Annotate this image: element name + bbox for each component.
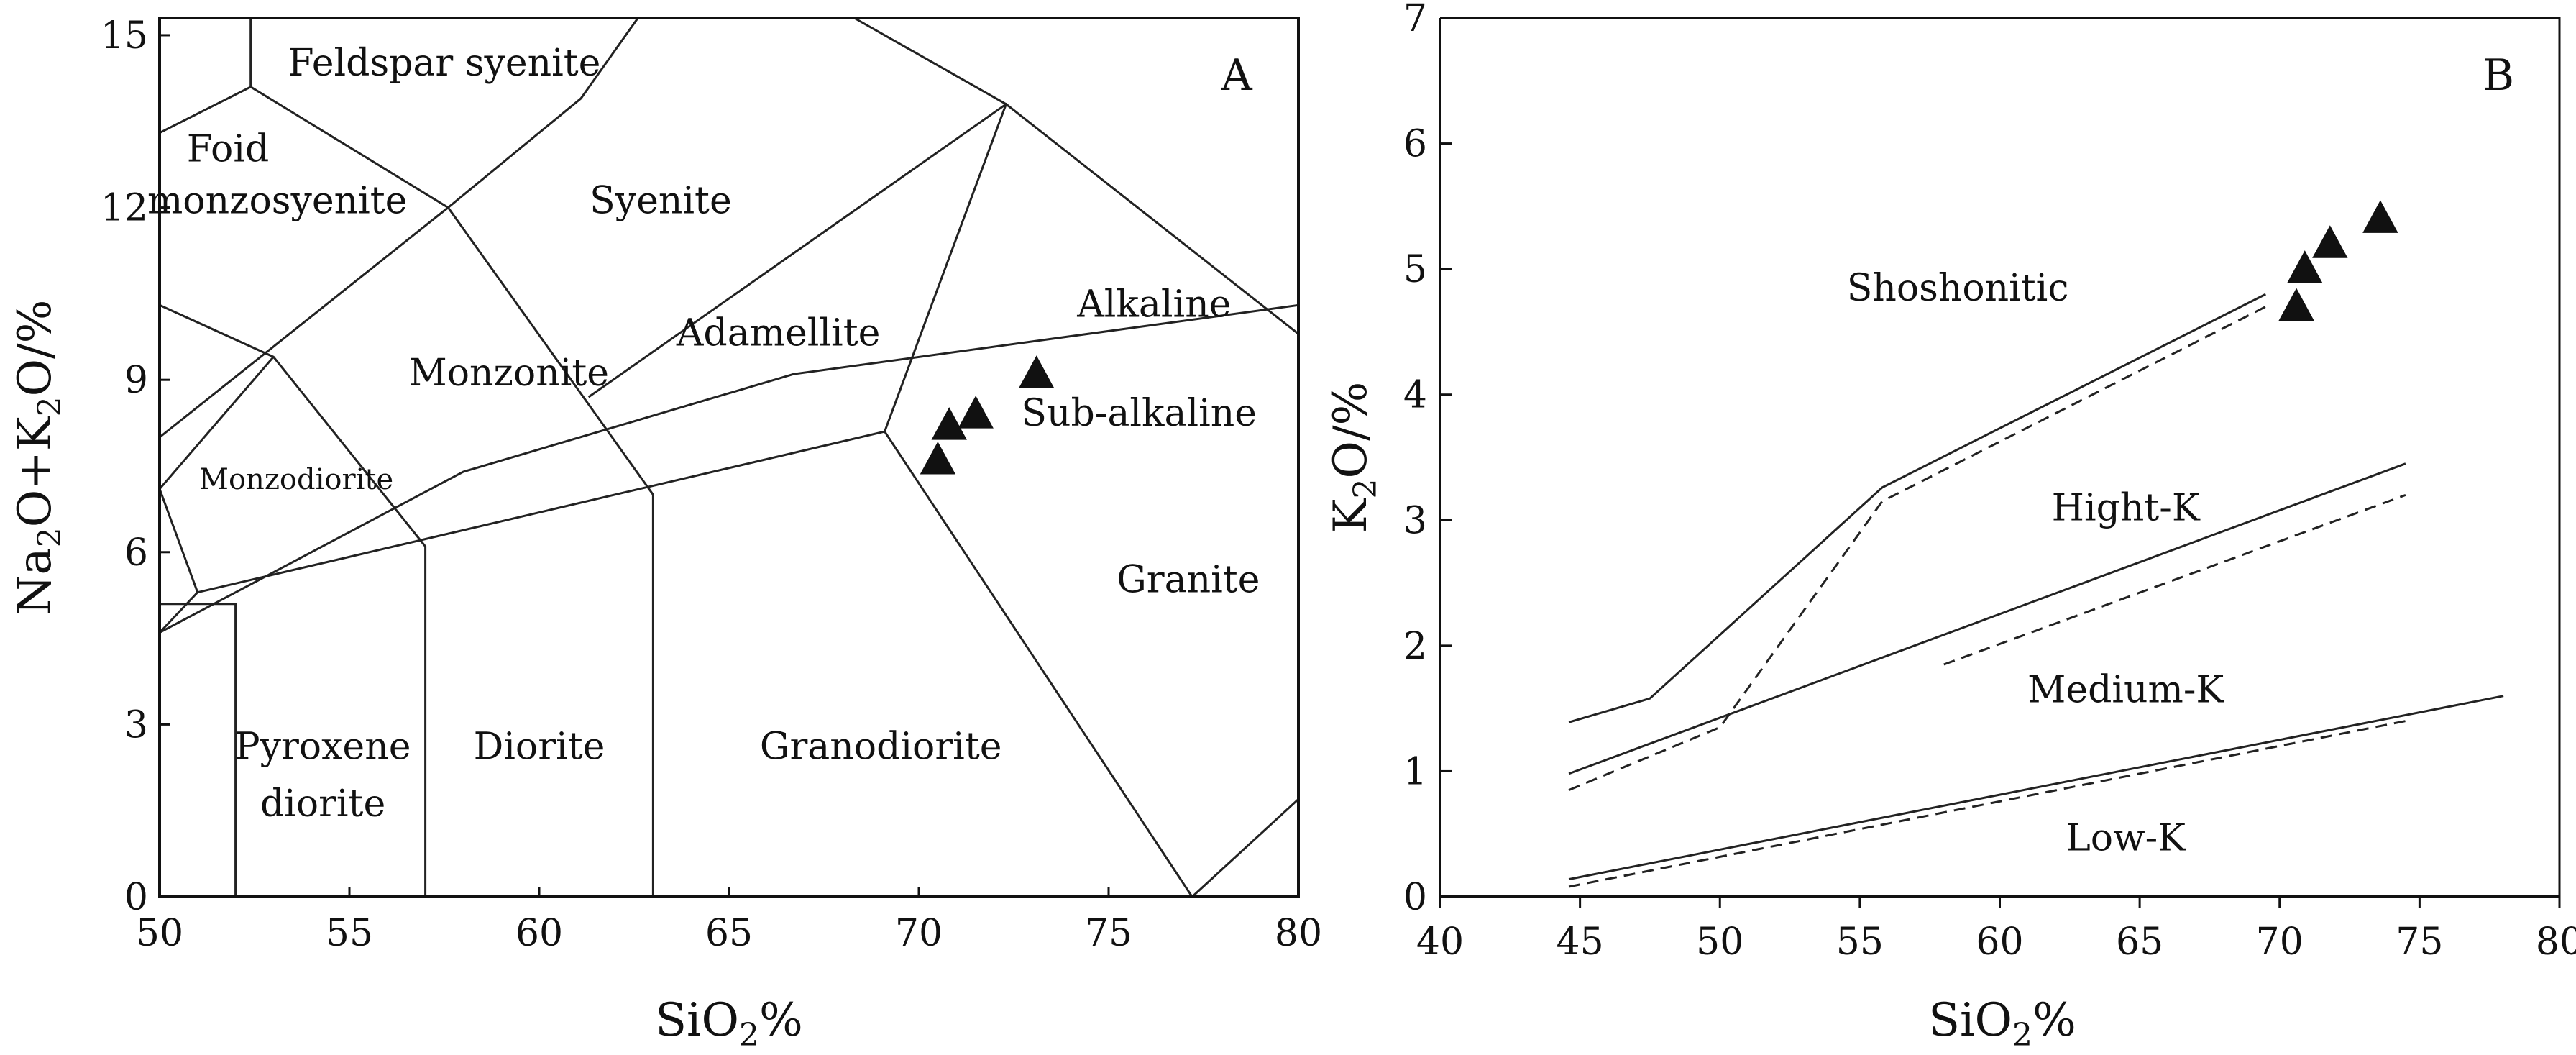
panel-a-sample-point (958, 396, 994, 429)
panel-b-x-axis-label: SiO2​% (1928, 994, 2076, 1054)
panel-a-field-label: Monzonite (408, 352, 609, 395)
panel-a-field-label: Diorite (474, 725, 605, 768)
panel-b-x-tick-label: 65 (2116, 921, 2163, 964)
panel-b-x-tick-label: 55 (1836, 921, 1884, 964)
panel-a-field-label: diorite (260, 782, 385, 826)
panel-b-x-tick-label: 80 (2536, 921, 2576, 964)
panel-b-x-tick-label: 60 (1976, 921, 2023, 964)
panel-a-field-label: Granite (1117, 559, 1260, 602)
panel-a-sample-points (920, 355, 1055, 475)
panel-a-x-tick-label: 55 (326, 912, 373, 955)
panel-a-x-tick-label: 50 (136, 912, 183, 955)
panel-a-y-tick-label: 6 (124, 531, 148, 575)
panel-a-field-label: Sub-alkaline (1021, 392, 1257, 435)
panel-b-sample-points (2278, 200, 2398, 321)
panel-a-tas-diagram: Feldspar syenite Foid monzosyenite Syenite A… (9, 14, 1322, 1054)
panel-a-boundary-line (197, 430, 1193, 898)
panel-a-letter: A (1220, 50, 1252, 101)
panel-a-x-tick-label: 65 (705, 912, 753, 955)
panel-b-field-label: Medium-K (2027, 668, 2224, 711)
panel-a-x-tick-label: 75 (1085, 912, 1132, 955)
panel-a-x-tick-label: 80 (1275, 912, 1322, 955)
panel-b-axes (1439, 18, 2559, 898)
panel-b-frame (1440, 17, 2561, 897)
panel-b-sample-point (2312, 225, 2348, 258)
panel-a-boundary-line (853, 17, 1007, 106)
panel-a-y-tick-label: 12 (101, 187, 148, 230)
panel-b-field-label: Low-K (2066, 816, 2186, 859)
panel-b-x-tick-label: 40 (1416, 921, 1464, 964)
panel-a-y-tick-label: 15 (101, 14, 148, 58)
panel-a-boundary-line (160, 603, 237, 897)
panel-b-letter: B (2483, 50, 2514, 101)
panel-b-dashed-boundary-line (1568, 306, 2266, 791)
panel-a-boundary-line (447, 206, 654, 897)
panel-b-y-tick-label: 6 (1403, 123, 1427, 166)
panel-a-sample-point (920, 441, 956, 475)
panel-a-field-label: Granodiorite (760, 725, 1002, 768)
panel-b-solid-boundary-line (1568, 293, 2266, 723)
panel-b-y-axis-label: K2​O/% (1324, 382, 1384, 534)
panel-a-x-axis-label: SiO2​% (655, 994, 803, 1054)
panel-a-field-label: Syenite (590, 180, 732, 223)
panel-b-solid-boundary-line (1568, 462, 2406, 775)
panel-a-y-tick-label: 3 (124, 703, 148, 746)
panel-a-field-label: Adamellite (676, 311, 881, 355)
panel-a-boundary-line (159, 303, 427, 897)
panel-a-field-boundaries (158, 17, 1300, 898)
panel-b-y-tick-label: 1 (1403, 750, 1427, 793)
panel-a-field-label: Pyroxene (235, 725, 411, 768)
panel-b-solid-boundary-line (1568, 695, 2504, 881)
panel-a-field-labels: Feldspar syenite Foid monzosyenite Syenite A… (147, 42, 1260, 826)
panel-a-boundary-line (158, 356, 275, 634)
panel-b-dashed-boundary-line (1943, 493, 2406, 666)
panel-a-y-tick-label: 0 (124, 876, 148, 919)
panel-b-x-ticks: 40 45 50 55 60 65 70 75 80 (1416, 897, 2576, 964)
panel-b-x-tick-label: 50 (1696, 921, 1743, 964)
panel-b-series-lines (1568, 293, 2504, 888)
panel-a-boundary-line (884, 104, 1007, 432)
panel-b-y-tick-label: 3 (1403, 499, 1427, 542)
panel-a-x-tick-label: 70 (895, 912, 943, 955)
panel-a-sample-point (1018, 355, 1055, 388)
panel-b-y-tick-label: 4 (1403, 374, 1427, 417)
panel-a-field-label: Feldspar syenite (288, 42, 601, 85)
panel-a-field-label: Monzodiorite (199, 463, 393, 496)
panel-a-boundary-line (159, 18, 252, 134)
panel-a-boundary-line (1191, 798, 1300, 898)
panel-a-boundary-line (159, 303, 1299, 634)
panel-b-y-tick-label: 2 (1403, 625, 1427, 668)
panel-a-x-tick-label: 60 (515, 912, 563, 955)
panel-b-field-labels: Shoshonitic Hight-K Medium-K Low-K (1847, 267, 2225, 860)
panel-a-y-axis-label: Na2​O+K2​O/% (9, 300, 68, 616)
panel-a-field-label: Alkaline (1076, 283, 1231, 326)
panel-a-field-label: monzosyenite (147, 180, 407, 223)
panel-b-y-ticks: 0 1 2 3 4 5 6 7 (1403, 0, 1452, 919)
panel-b-x-tick-label: 70 (2256, 921, 2304, 964)
panel-a-field-label: Foid (187, 128, 269, 171)
panel-a-y-tick-label: 9 (124, 359, 148, 402)
panel-b-sample-point (2287, 250, 2323, 283)
panel-b-dashed-boundary-line (1568, 720, 2406, 888)
panel-a-boundary-line (447, 17, 639, 209)
panel-b-x-tick-label: 75 (2396, 921, 2443, 964)
panel-a-sample-point (931, 407, 967, 440)
panel-a-y-ticks: 0 3 6 9 12 15 (101, 14, 170, 919)
panel-b-x-tick-label: 45 (1557, 921, 1604, 964)
panel-b-y-tick-label: 0 (1403, 876, 1427, 919)
panel-b-y-tick-label: 5 (1403, 248, 1427, 291)
panel-b-sample-point (2278, 288, 2314, 321)
panel-b-field-label: Hight-K (2052, 486, 2201, 529)
panel-a-x-ticks: 50 55 60 65 70 75 80 (136, 887, 1322, 955)
panel-b-field-label: Shoshonitic (1847, 267, 2069, 310)
panel-b-sample-point (2362, 200, 2398, 233)
panel-b-y-tick-label: 7 (1403, 0, 1427, 40)
